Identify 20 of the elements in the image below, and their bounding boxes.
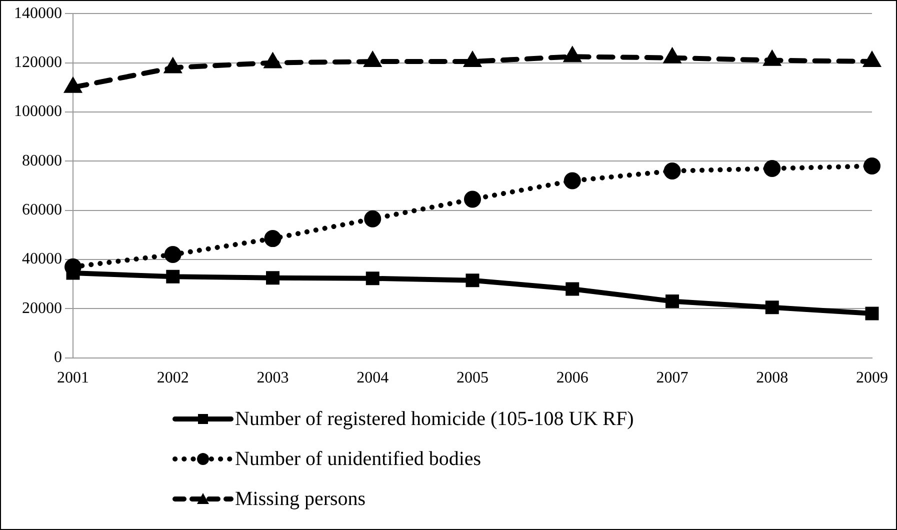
- x-tick-label: 2002: [156, 370, 189, 387]
- y-tick-label: 140000: [14, 4, 62, 22]
- y-tick-label: 20000: [22, 300, 62, 317]
- x-tick-label: 2004: [356, 370, 389, 387]
- legend-label: Missing persons: [235, 488, 366, 510]
- x-tick-label: 2009: [856, 370, 888, 387]
- legend-label: Number of registered homicide (105-108 UK RF): [235, 408, 634, 430]
- y-tick-label: 100000: [14, 103, 62, 120]
- x-tick-label: 2008: [756, 370, 788, 387]
- legend-label: Number of unidentified bodies: [235, 448, 482, 470]
- y-tick-label: 120000: [14, 54, 62, 71]
- x-tick-label: 2001: [57, 370, 89, 387]
- y-tick-label: 40000: [22, 250, 62, 268]
- x-tick-label: 2003: [256, 370, 289, 387]
- x-tick-label: 2005: [456, 370, 488, 387]
- x-tick-label: 2006: [556, 370, 588, 387]
- y-tick-label: 80000: [22, 152, 62, 170]
- y-tick-label: 60000: [22, 201, 62, 218]
- y-tick-label: 0: [54, 349, 62, 366]
- x-tick-label: 2007: [656, 370, 688, 387]
